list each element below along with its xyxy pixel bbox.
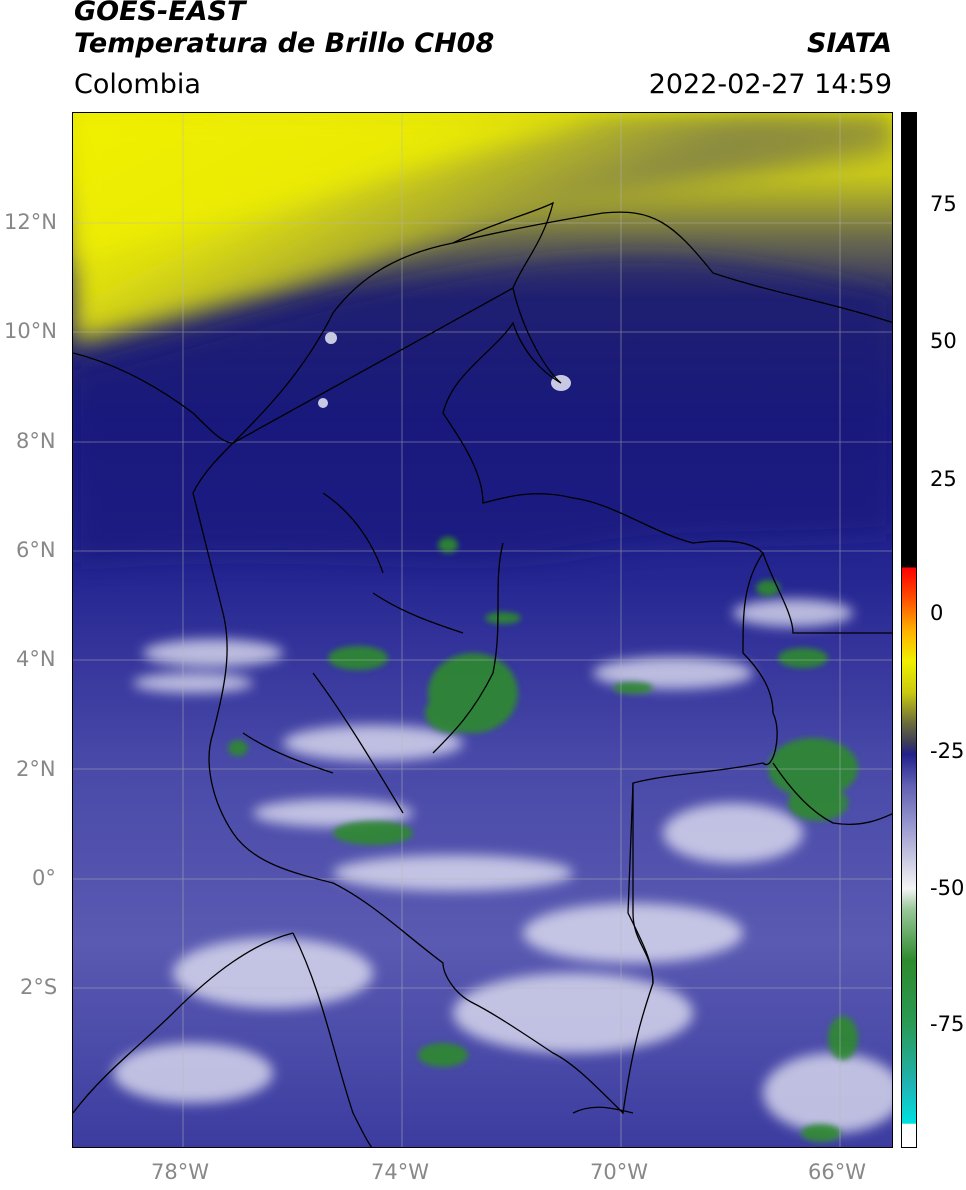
lon-tick: 78°W	[151, 1160, 209, 1184]
lat-tick: 4°N	[16, 647, 56, 671]
satellite-map[interactable]	[72, 112, 893, 1148]
colorbar	[901, 112, 917, 1148]
colorbar-tick: 75	[930, 192, 957, 216]
datetime-label: 2022-02-27 14:59	[648, 69, 892, 100]
map-canvas	[73, 113, 892, 1147]
lat-tick: 8°N	[16, 429, 56, 453]
lat-tick: 2°S	[20, 975, 58, 999]
satellite-title: GOES-EAST	[74, 0, 246, 27]
political-borders	[73, 201, 892, 1147]
lat-tick: 12°N	[4, 210, 57, 234]
organization-title: SIATA	[806, 28, 892, 59]
colorbar-tick: 25	[930, 467, 957, 491]
lon-tick: 74°W	[371, 1160, 429, 1184]
lat-tick: 0°	[32, 866, 56, 890]
colorbar-tick: 50	[930, 329, 957, 353]
product-title: Temperatura de Brillo CH08	[74, 28, 495, 59]
region-label: Colombia	[74, 69, 201, 100]
convective-cores	[228, 537, 858, 1142]
colorbar-tick: -50	[930, 876, 965, 900]
colorbar-tick: 0	[930, 601, 944, 625]
colorbar-ramp	[902, 113, 916, 1147]
colorbar-tick: -75	[930, 1012, 965, 1036]
colorbar-tick: -25	[930, 739, 965, 763]
lon-tick: 66°W	[808, 1160, 866, 1184]
lon-tick: 70°W	[590, 1160, 648, 1184]
lat-tick: 10°N	[4, 319, 57, 343]
lat-tick: 6°N	[16, 538, 56, 562]
lat-tick: 2°N	[16, 757, 56, 781]
